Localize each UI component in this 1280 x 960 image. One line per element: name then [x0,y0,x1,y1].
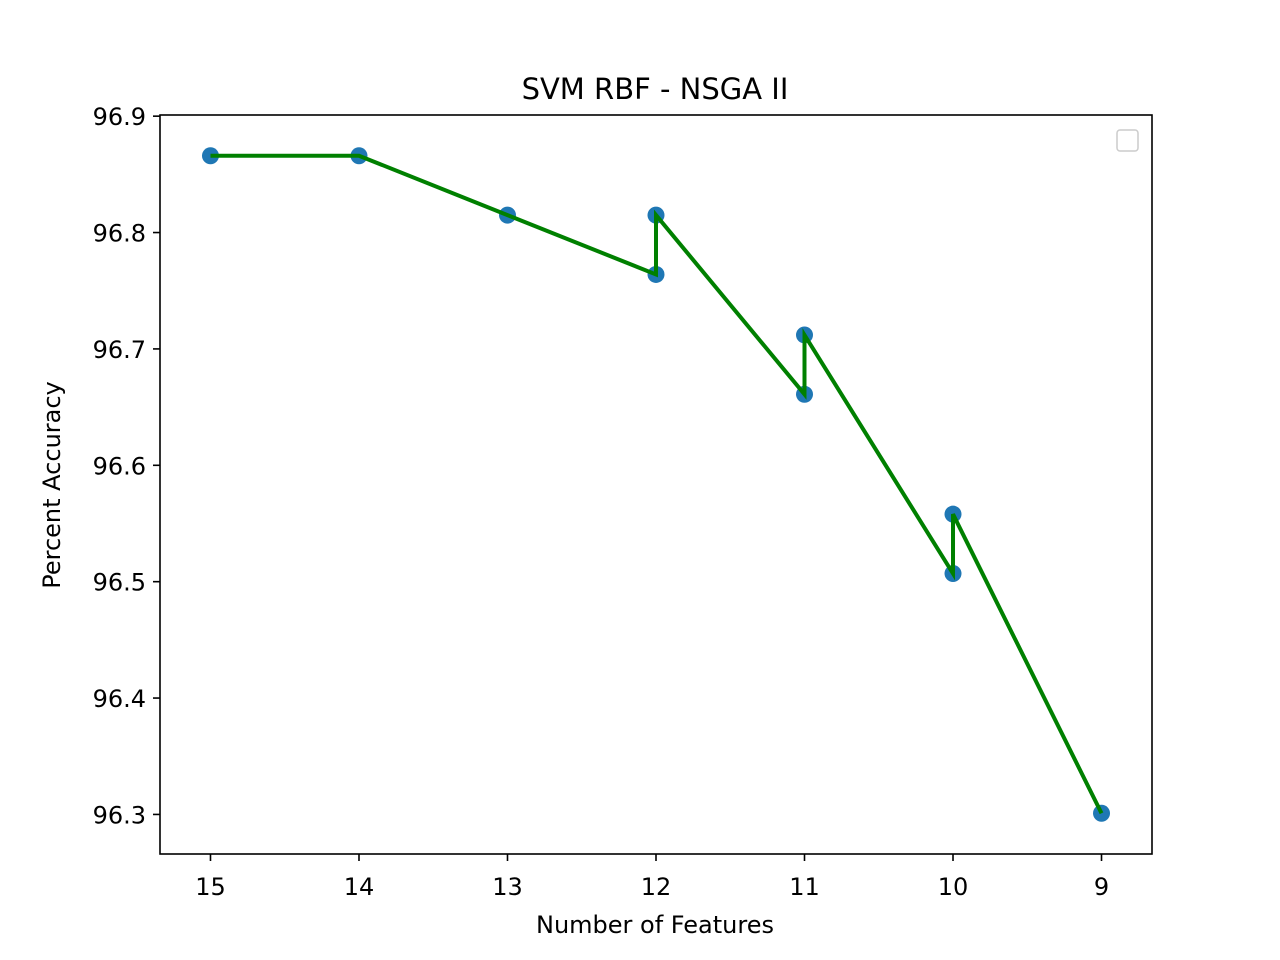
x-tick-label: 13 [492,873,523,901]
series-line [210,153,1104,815]
x-tick-label: 14 [344,873,375,901]
x-tick-label: 12 [641,873,672,901]
y-tick-label: 96.8 [93,220,146,248]
x-axis-label: Number of Features [536,911,774,939]
y-tick-label: 96.9 [93,103,146,131]
x-axis-ticks: 15 14 13 12 11 10 9 [195,854,1109,901]
plot-area [159,114,1153,855]
x-tick-label: 15 [195,873,226,901]
y-tick-label: 96.3 [93,801,146,829]
chart-title: SVM RBF - NSGA II [522,72,789,106]
y-tick-label: 96.4 [93,685,146,713]
y-tick-label: 96.6 [93,452,146,480]
y-axis-label: Percent Accuracy [38,381,66,589]
x-tick-label: 11 [789,873,820,901]
x-tick-label: 10 [938,873,969,901]
y-tick-label: 96.7 [93,336,146,364]
y-axis-ticks: 96.3 96.4 96.5 96.6 96.7 96.8 96.9 [93,103,160,829]
x-tick-label: 9 [1094,873,1109,901]
legend-box [1116,129,1139,152]
y-tick-label: 96.5 [93,569,146,597]
